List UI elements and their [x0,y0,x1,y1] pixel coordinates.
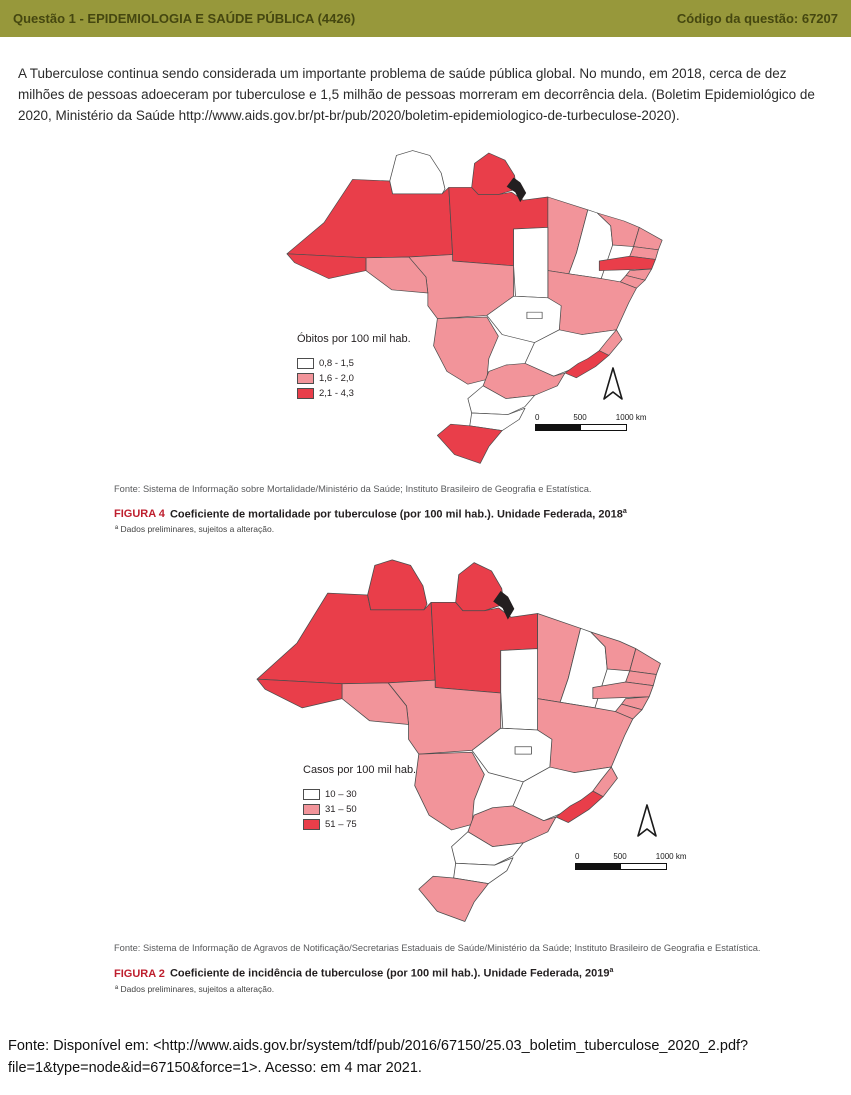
state-RR [389,150,446,194]
figure-caption-text: Coeficiente de incidência de tuberculose… [169,968,610,981]
state-RJ [564,350,610,378]
scale-bar: 0 500 1000 km [575,852,700,871]
question-paragraph: A Tuberculose continua sendo considerada… [18,66,815,123]
legend-item: 51 – 75 [303,819,416,831]
figure-number-label: FIGURA 2 [114,968,165,981]
legend-item: 0,8 - 1,5 [297,357,411,369]
scale-tick: 1000 km [655,852,687,862]
north-arrow-icon [637,804,657,843]
figure-footnote: ª Dados preliminares, sujeitos a alteraç… [115,984,275,995]
state-DF [514,746,532,755]
legend-label: 0,8 - 1,5 [319,357,354,369]
brazil-map-mortality: Óbitos por 100 mil hab. 0,8 - 1,5 1,6 - … [285,149,685,469]
legend-swatch-low [303,789,320,801]
figure-footnote: ª Dados preliminares, sujeitos a alteraç… [115,524,275,535]
figure-caption: FIGURA 2 Coeficiente de incidência de tub… [114,967,825,980]
legend-label: 10 – 30 [325,789,357,801]
map-legend: Óbitos por 100 mil hab. 0,8 - 1,5 1,6 - … [297,333,411,399]
map-legend: Casos por 100 mil hab. 10 – 30 31 – 50 5… [303,764,417,831]
state-PE [598,255,656,271]
figure-incidence-map: Casos por 100 mil hab. 10 – 30 31 – 50 5… [114,558,825,994]
legend-label: 1,6 - 2,0 [319,372,354,384]
scale-tick: 0 [575,852,580,862]
state-DF [526,311,543,319]
figure-source-note: Fonte: Sistema de Informação sobre Morta… [114,483,592,494]
state-TO [500,648,538,731]
figure-caption-text: Coeficiente de mortalidade por tuberculo… [169,508,623,521]
figure-caption-sup: a [609,967,614,975]
scale-tick: 1000 km [615,412,647,422]
figure-caption: FIGURA 4 Coeficiente de mortalidade por t… [114,508,825,521]
legend-swatch-high [303,819,320,831]
legend-swatch-low [297,357,314,369]
brazil-choropleth-mortality [286,150,663,464]
legend-title: Óbitos por 100 mil hab. [297,332,411,345]
state-RJ [555,791,604,824]
scale-strip [535,423,627,431]
brazil-choropleth-incidence [256,559,661,923]
legend-item: 1,6 - 2,0 [297,372,411,384]
amazon-delta-mark [506,177,527,203]
legend-label: 51 – 75 [325,819,357,831]
amazon-delta-mark [493,591,515,621]
state-AC [286,253,367,279]
scale-strip [575,863,667,871]
north-arrow-icon [603,366,623,406]
legend-title: Casos por 100 mil hab. [303,764,417,777]
scale-bar: 0 500 1000 km [535,413,660,431]
state-PE [592,682,654,700]
brazil-map-incidence: Casos por 100 mil hab. 10 – 30 31 – 50 5… [255,558,686,928]
state-RS [418,876,489,923]
state-PR [467,385,535,415]
legend-item: 31 – 50 [303,804,416,816]
question-body: A Tuberculose continua sendo considerada… [0,64,851,994]
legend-swatch-high [297,387,314,399]
figure-source-note: Fonte: Sistema de Informação de Agravos … [114,943,761,954]
question-code: Código da questão: 67207 [676,11,838,26]
question-source: Fonte: Disponível em: <http://www.aids.g… [8,1038,749,1076]
legend-item: 10 – 30 [303,789,416,801]
scale-tick: 500 [613,852,627,862]
legend-label: 31 – 50 [325,804,357,816]
legend-swatch-mid [297,372,314,384]
state-PR [451,831,524,866]
state-TO [513,226,549,298]
figure-mortality-map: Óbitos por 100 mil hab. 0,8 - 1,5 1,6 - … [114,149,825,535]
state-RS [437,423,503,464]
scale-tick: 0 [535,412,540,422]
legend-label: 2,1 - 4,3 [319,387,354,399]
figure-number-label: FIGURA 4 [114,508,165,521]
state-AC [256,679,343,709]
figure-caption-sup: a [622,507,627,515]
question-header: Questão 1 - EPIDEMIOLOGIA E SAÚDE PÚBLIC… [0,0,851,37]
legend-item: 2,1 - 4,3 [297,387,411,399]
legend-swatch-mid [303,804,320,816]
question-title: Questão 1 - EPIDEMIOLOGIA E SAÚDE PÚBLIC… [13,11,356,26]
state-RR [367,559,428,611]
scale-tick: 500 [573,412,587,422]
